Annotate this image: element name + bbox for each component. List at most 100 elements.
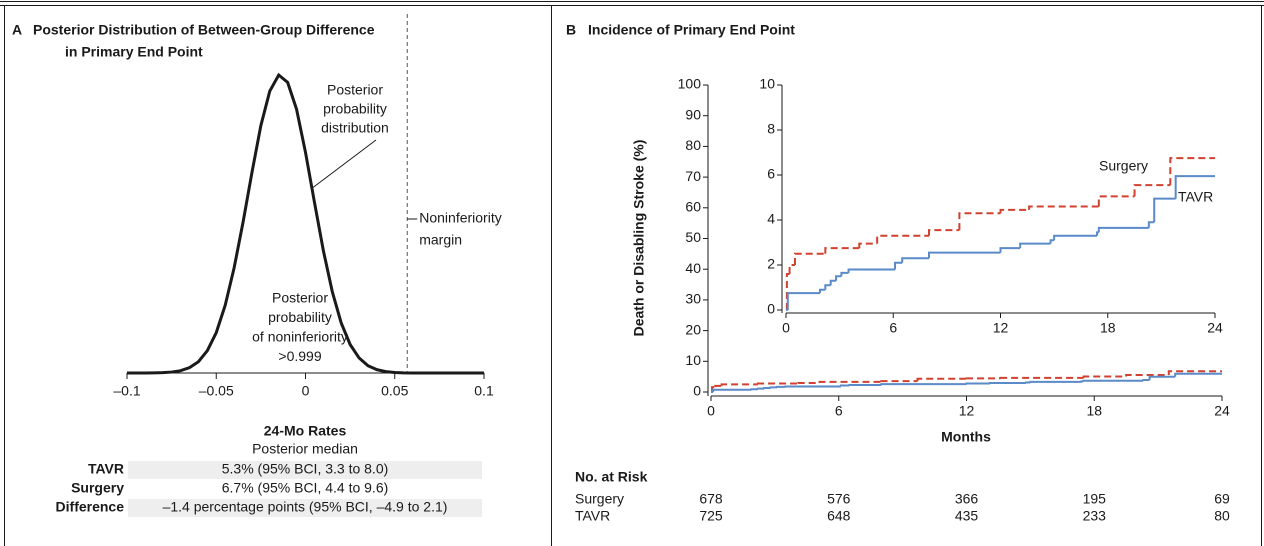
km-step [958,212,1001,231]
x-tick-label: 0 [782,320,790,336]
table-title: 24-Mo Rates [264,423,347,439]
km-step [763,387,771,390]
annotation: >0.999 [278,348,321,364]
km-step [1142,379,1150,382]
row-label: Difference [56,499,125,515]
panel-letter: A [12,22,22,38]
series-label: Surgery [1099,158,1148,174]
km-step [1133,184,1171,197]
km-step [1174,372,1222,377]
y-axis-label: Death or Disabling Stroke (%) [631,140,647,337]
series-label: TAVR [1178,189,1213,205]
annotation: distribution [321,120,389,136]
panel-title: in Primary End Point [65,44,203,60]
km-step [1082,375,1127,378]
km-step [711,386,716,392]
x-tick-label: 0 [302,383,310,399]
km-step [756,387,765,390]
margin-label: Noninferiority [419,210,501,226]
km-step [786,292,820,310]
risk-count: 576 [827,491,851,507]
annotation: probability [268,309,332,325]
x-tick-label: 24 [1207,320,1223,336]
row-label: Surgery [71,480,124,496]
risk-count: 435 [955,508,979,524]
km-step [797,381,820,384]
y-tick-label: 2 [767,256,775,272]
x-tick-label: 6 [889,320,897,336]
annotation: of noninferiority [252,329,348,345]
x-tick-label: 18 [1086,403,1102,419]
km-step [1096,231,1099,236]
km-step [1125,373,1169,377]
km-step [824,284,831,290]
risk-count: 648 [827,508,851,524]
x-tick-label: 6 [835,403,843,419]
km-step [840,271,849,277]
km-step [1167,370,1222,375]
x-tick-label: 0.1 [474,383,494,399]
km-step [876,234,929,244]
km-step [1097,226,1149,233]
risk-row-label: TAVR [575,508,610,524]
y-tick-label: 0 [693,383,701,399]
x-tick-label: 18 [1100,320,1116,336]
row-value: –1.4 percentage points (95% BCI, –4.9 to… [163,499,448,515]
panel-letter: B [566,22,576,38]
y-tick-label: 50 [685,229,701,245]
row-shade [128,499,482,517]
annotation-leader [310,139,377,190]
km-step [1028,205,1099,210]
x-tick-label: –0.05 [199,383,234,399]
km-step [928,229,960,236]
km-step [769,386,778,389]
km-step [858,242,878,249]
x-axis-label: Months [941,429,991,445]
km-step [916,377,967,382]
risk-count: 678 [699,491,723,507]
x-tick-label: 12 [993,320,1009,336]
km-step [1082,379,1144,382]
km-step [1029,380,1082,383]
km-step [839,384,850,387]
km-step [1019,242,1051,249]
row-label: TAVR [88,461,124,477]
km-step [1097,195,1135,207]
km-step [829,279,837,286]
annotation: Posterior [272,290,328,306]
risk-count: 725 [699,508,723,524]
y-tick-label: 80 [685,137,701,153]
risk-count: 80 [1214,508,1230,524]
y-tick-label: 20 [685,321,701,337]
km-step [714,384,722,388]
y-tick-label: 40 [685,260,701,276]
x-tick-label: 24 [1214,403,1230,419]
km-step [818,288,826,294]
km-step [712,388,752,392]
x-tick-label: 0.05 [381,383,408,399]
y-tick-label: 30 [685,291,701,307]
x-tick-label: –0.1 [113,383,140,399]
km-step [894,261,903,270]
row-value: 5.3% (95% BCI, 3.3 to 8.0) [222,461,389,477]
y-tick-label: 90 [685,106,701,122]
km-step [818,380,882,383]
row-shade [128,461,482,479]
panel-title: Incidence of Primary End Point [588,22,795,38]
y-tick-label: 10 [759,76,775,92]
risk-count: 233 [1083,508,1107,524]
y-tick-label: 60 [685,199,701,215]
km-step [1174,175,1215,199]
km-step [1148,375,1176,381]
km-step [1049,239,1055,244]
y-tick-label: 10 [685,352,701,368]
km-step [1053,234,1098,241]
km-step [1153,197,1176,223]
km-step [824,247,860,254]
km-step [1147,221,1155,228]
km-step [847,268,896,273]
risk-count: 366 [955,491,979,507]
risk-count: 69 [1214,491,1230,507]
y-tick-label: 4 [767,211,775,227]
